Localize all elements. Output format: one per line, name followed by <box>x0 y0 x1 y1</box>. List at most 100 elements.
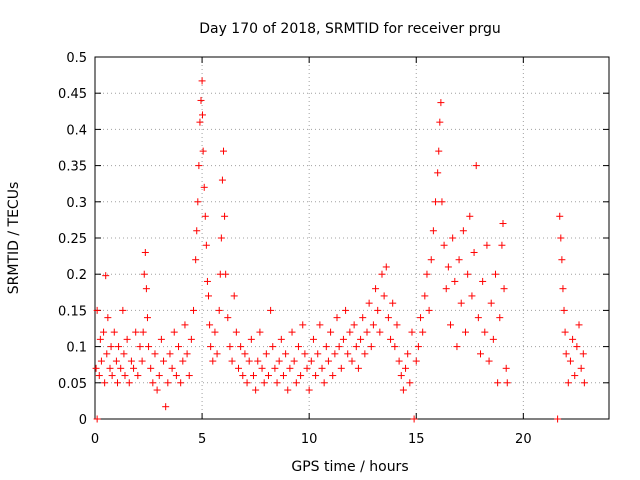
data-point <box>384 314 392 322</box>
data-point <box>435 147 443 155</box>
data-point <box>339 335 347 343</box>
data-point <box>487 299 495 307</box>
data-point <box>92 364 100 372</box>
data-point <box>580 379 588 387</box>
data-point <box>301 350 309 358</box>
x-tick-label: 15 <box>408 432 425 447</box>
data-point <box>564 379 572 387</box>
data-point <box>352 343 360 351</box>
data-point <box>348 357 356 365</box>
data-point <box>436 118 444 126</box>
data-point <box>496 314 504 322</box>
data-point <box>575 321 583 329</box>
data-point <box>363 328 371 336</box>
data-point <box>412 357 420 365</box>
data-point <box>342 306 350 314</box>
data-point <box>402 364 410 372</box>
y-tick-label: 0.25 <box>58 232 87 247</box>
data-point <box>142 285 150 293</box>
data-point <box>218 176 226 184</box>
data-point <box>408 328 416 336</box>
y-tick-label: 0.4 <box>66 123 87 138</box>
data-point <box>470 248 478 256</box>
data-point <box>110 328 118 336</box>
data-point <box>93 415 101 423</box>
data-point <box>168 364 176 372</box>
data-point <box>230 292 238 300</box>
data-point <box>286 364 294 372</box>
data-point <box>239 372 247 380</box>
data-point <box>157 335 165 343</box>
data-point <box>346 328 354 336</box>
data-point <box>241 350 249 358</box>
data-point <box>322 343 330 351</box>
data-point <box>201 212 209 220</box>
data-point <box>444 263 452 271</box>
data-point <box>262 350 270 358</box>
data-point <box>172 372 180 380</box>
data-point <box>421 292 429 300</box>
data-point <box>479 277 487 285</box>
data-point <box>417 314 425 322</box>
data-point <box>101 379 109 387</box>
data-point <box>489 335 497 343</box>
data-point <box>361 350 369 358</box>
data-point <box>93 306 101 314</box>
data-point <box>442 285 450 293</box>
data-point <box>211 328 219 336</box>
data-point <box>399 386 407 394</box>
data-point <box>350 321 358 329</box>
data-point <box>579 350 587 358</box>
data-point <box>224 314 232 322</box>
data-point <box>170 328 178 336</box>
data-point <box>406 379 414 387</box>
data-point <box>369 321 377 329</box>
data-point <box>357 335 365 343</box>
data-point <box>331 350 339 358</box>
data-point <box>438 198 446 206</box>
data-point <box>103 350 111 358</box>
data-point <box>205 292 213 300</box>
y-tick-label: 0.45 <box>58 87 87 102</box>
data-point <box>472 162 480 170</box>
data-point <box>108 372 116 380</box>
data-point <box>258 364 266 372</box>
data-point <box>271 364 279 372</box>
data-point <box>195 162 203 170</box>
data-point <box>395 357 403 365</box>
x-tick-label: 5 <box>198 432 206 447</box>
data-point <box>376 328 384 336</box>
data-point <box>554 415 562 423</box>
data-point <box>391 343 399 351</box>
data-point <box>213 350 221 358</box>
data-point <box>284 386 292 394</box>
data-point <box>267 306 275 314</box>
data-point <box>453 343 461 351</box>
y-tick-label: 0.2 <box>66 268 87 283</box>
data-point <box>220 147 227 155</box>
data-point <box>378 270 386 278</box>
data-point <box>320 379 328 387</box>
data-point <box>459 227 467 235</box>
data-point <box>432 198 440 206</box>
data-point <box>380 292 388 300</box>
data-point <box>102 272 110 280</box>
data-point <box>226 343 234 351</box>
data-point <box>198 77 206 85</box>
data-point <box>354 364 362 372</box>
data-point <box>299 321 307 329</box>
data-point <box>314 350 322 358</box>
data-point <box>136 343 144 351</box>
data-point <box>387 335 395 343</box>
data-point <box>237 343 245 351</box>
data-point <box>264 372 272 380</box>
data-point <box>318 364 326 372</box>
y-axis-title: SRMTID / TECUs <box>6 182 22 295</box>
data-point <box>437 99 445 107</box>
y-tick-label: 0 <box>79 413 87 428</box>
data-point <box>429 227 437 235</box>
data-point <box>451 277 459 285</box>
x-tick-label: 20 <box>515 432 532 447</box>
x-tick-label: 10 <box>301 432 318 447</box>
data-point <box>561 328 569 336</box>
